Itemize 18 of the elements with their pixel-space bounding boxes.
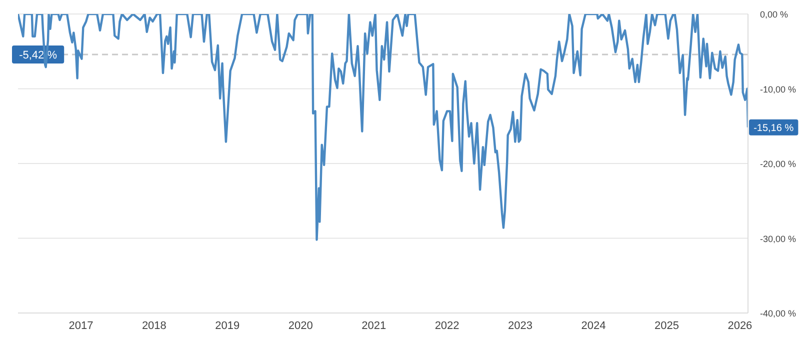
y-tick-label: 0,00 % [760, 10, 788, 20]
y-tick-label: -10,00 % [760, 84, 796, 94]
x-tick-label: 2022 [434, 320, 460, 332]
x-tick-label: 2024 [581, 320, 606, 332]
x-tick-label: 2018 [142, 320, 166, 332]
x-tick-label: 2023 [508, 320, 533, 332]
y-tick-label: -30,00 % [760, 234, 796, 244]
x-tick-label: 2017 [68, 320, 94, 332]
y-tick-label: -20,00 % [760, 159, 796, 169]
x-tick-label: 2026 [728, 320, 752, 332]
annotation: -15,16 % [754, 122, 794, 134]
y-tick-label: -40,00 % [760, 308, 796, 318]
line-series [18, 14, 748, 241]
x-tick-label: 2020 [288, 320, 313, 332]
x-tick-label: 2025 [654, 320, 679, 332]
x-tick-label: 2019 [215, 320, 240, 332]
ref-line-label: -5,42 % [19, 50, 58, 62]
x-tick-label: 2021 [362, 320, 386, 332]
